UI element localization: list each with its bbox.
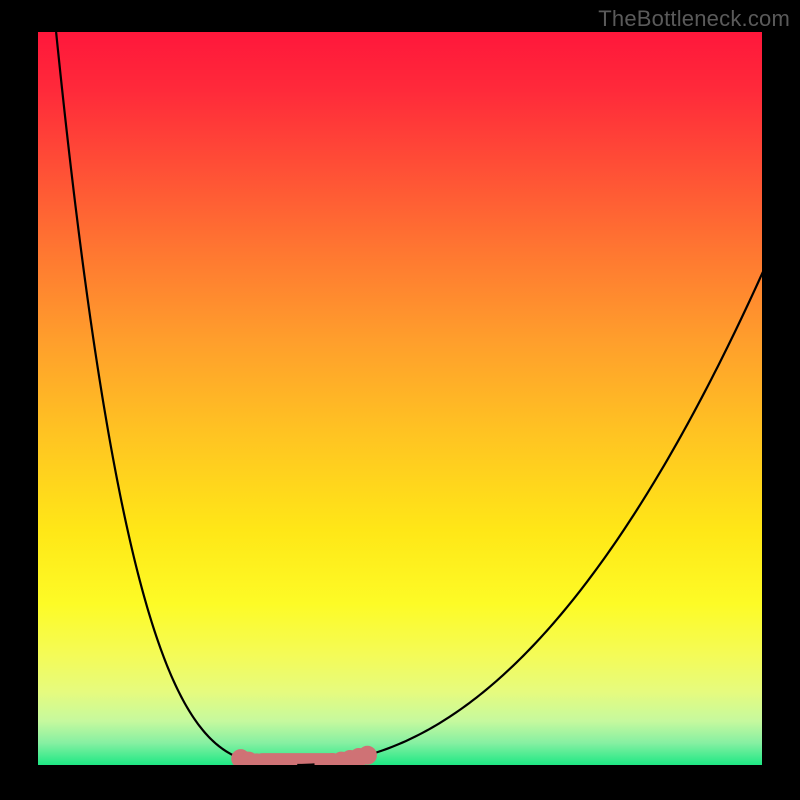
bottleneck-chart-svg — [0, 0, 800, 800]
marker-dot — [279, 756, 297, 774]
watermark-text: TheBottleneck.com — [598, 6, 790, 32]
chart-stage: TheBottleneck.com — [0, 0, 800, 800]
marker-dot — [358, 746, 376, 764]
chart-plot-area — [38, 32, 762, 765]
